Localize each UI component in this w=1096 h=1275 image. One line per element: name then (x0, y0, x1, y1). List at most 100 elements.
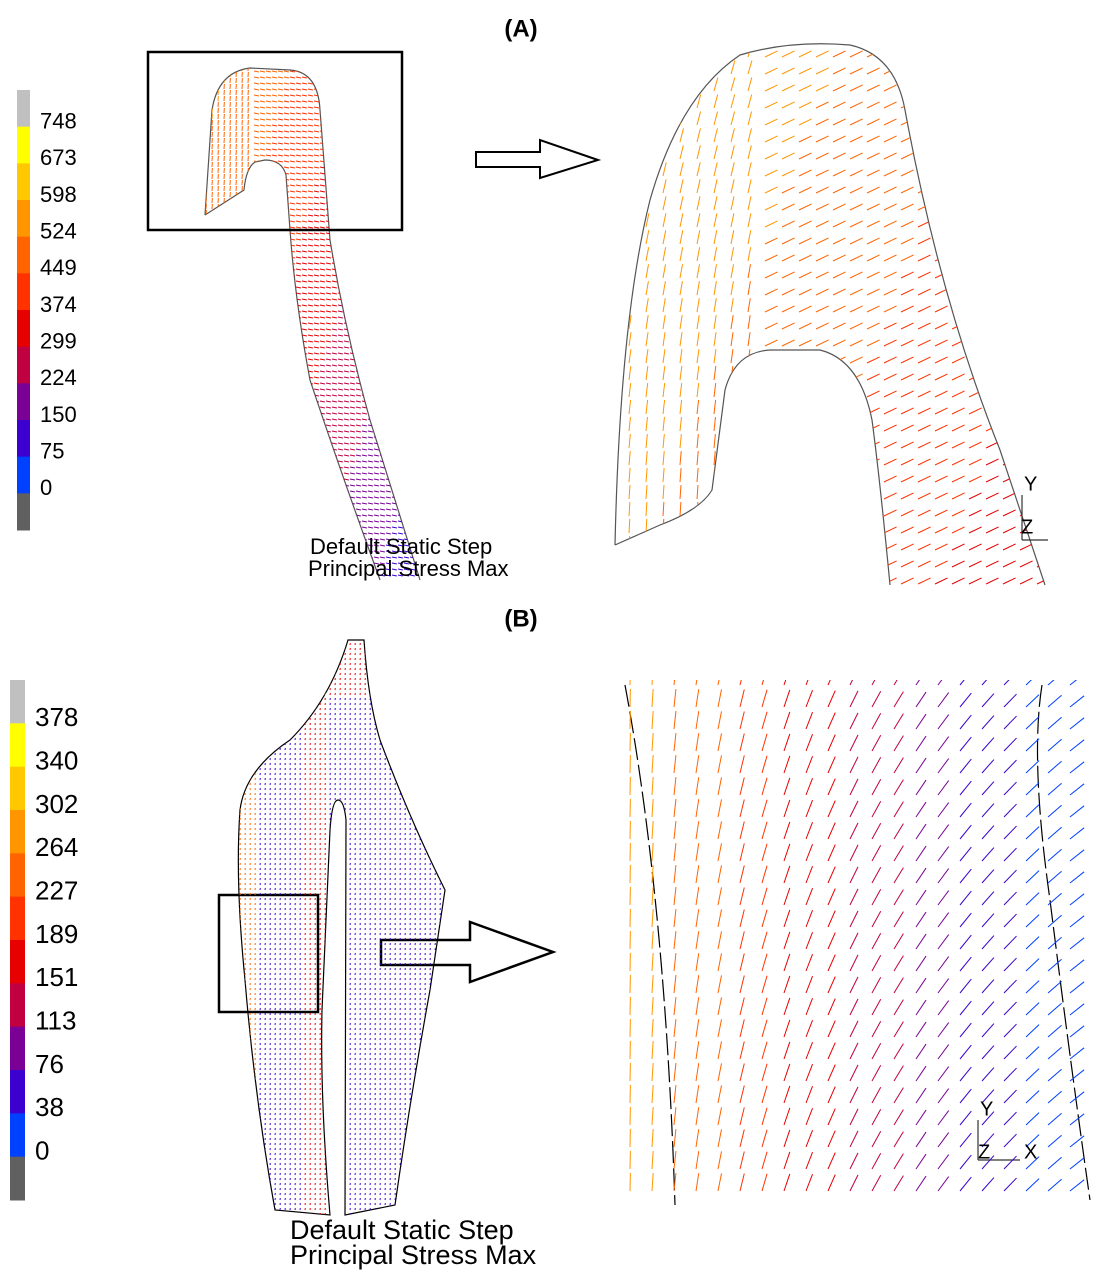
stress-vector (422, 167, 427, 168)
stress-vector (368, 293, 373, 294)
stress-vector (416, 185, 421, 186)
stress-vector (380, 119, 385, 120)
stress-vector (314, 449, 319, 450)
stress-vector (404, 431, 409, 432)
stress-vector (386, 347, 391, 348)
stress-vector (338, 425, 343, 426)
stress-vector (278, 209, 283, 210)
stress-vector (308, 269, 313, 270)
stress-vector (284, 161, 289, 162)
stress-vector (356, 401, 361, 402)
stress-vector (680, 383, 682, 397)
stress-vector (1020, 544, 1033, 550)
stress-vector (404, 137, 409, 138)
stress-vector (422, 431, 427, 432)
stress-vector (374, 521, 379, 522)
stress-vector (362, 305, 367, 306)
stress-vector (362, 209, 367, 210)
stress-vector (266, 323, 271, 324)
stress-vector (326, 227, 331, 228)
stress-vector (612, 366, 614, 380)
stress-vector (404, 479, 409, 480)
stress-vector (765, 442, 778, 448)
stress-vector (1037, 51, 1050, 57)
stress-vector (356, 221, 361, 222)
stress-vector (386, 173, 391, 174)
stress-vector (326, 245, 331, 246)
stress-vector (266, 503, 271, 504)
stress-vector (302, 125, 307, 126)
stress-vector (332, 443, 337, 444)
stress-vector (356, 245, 361, 246)
stress-vector (422, 119, 427, 120)
stress-vector (782, 323, 795, 329)
stress-vector (260, 299, 265, 300)
stress-vector (290, 317, 295, 318)
stress-vector (380, 335, 385, 336)
stress-vector (284, 485, 289, 486)
stress-vector (332, 125, 337, 126)
stress-vector (816, 68, 829, 74)
stress-vector (680, 27, 684, 40)
stress-vector (296, 155, 301, 156)
stress-vector (368, 305, 373, 306)
stress-vector (404, 179, 409, 180)
stress-vector (404, 485, 409, 486)
stress-vector (326, 335, 331, 336)
stress-vector (833, 374, 846, 380)
stress-vector (332, 71, 337, 72)
stress-vector (296, 179, 301, 180)
stress-vector (374, 95, 379, 96)
stress-vector (416, 323, 421, 324)
stress-vector (266, 287, 271, 288)
stress-vector (380, 443, 385, 444)
stress-vector (410, 215, 415, 216)
stress-vector (1003, 561, 1016, 567)
stress-vector (404, 251, 409, 252)
stress-vector (986, 476, 999, 482)
stress-vector (326, 389, 331, 390)
stress-vector (392, 263, 397, 264)
stress-vector (362, 125, 367, 126)
stress-vector (374, 341, 379, 342)
stress-vector (731, 383, 733, 397)
stress-vector (884, 476, 897, 482)
stress-vector (296, 497, 301, 498)
stress-vector (254, 185, 259, 186)
stress-vector (680, 332, 682, 346)
stress-vector (260, 293, 265, 294)
stress-vector (350, 257, 355, 258)
stress-vector (350, 95, 355, 96)
stress-vector (320, 527, 325, 528)
stress-vector (867, 238, 880, 244)
stress-vector (1020, 425, 1033, 431)
stress-vector (320, 371, 325, 372)
stress-vector (612, 519, 613, 533)
stress-vector (290, 557, 295, 558)
stress-vector (314, 275, 319, 276)
stress-vector (338, 203, 343, 204)
stress-vector (284, 305, 289, 306)
stress-vector (326, 83, 331, 84)
stress-vector (338, 215, 343, 216)
stress-vector (392, 509, 397, 510)
stress-vector (254, 413, 259, 414)
stress-vector (392, 131, 397, 132)
stress-vector (1003, 221, 1016, 227)
stress-vector (368, 197, 373, 198)
stress-vector (1020, 85, 1033, 91)
stress-vector (380, 305, 385, 306)
stress-vector (284, 365, 289, 366)
stress-vector (731, 230, 734, 244)
stress-vector (422, 275, 427, 276)
stress-vector (302, 557, 307, 558)
stress-vector (332, 335, 337, 336)
stress-vector (260, 287, 265, 288)
stress-vector (969, 442, 982, 448)
stress-vector (392, 467, 397, 468)
stress-vector (1003, 34, 1016, 40)
stress-vector (410, 353, 415, 354)
stress-vector (416, 479, 421, 480)
stress-vector (344, 119, 349, 120)
stress-vector (308, 107, 313, 108)
